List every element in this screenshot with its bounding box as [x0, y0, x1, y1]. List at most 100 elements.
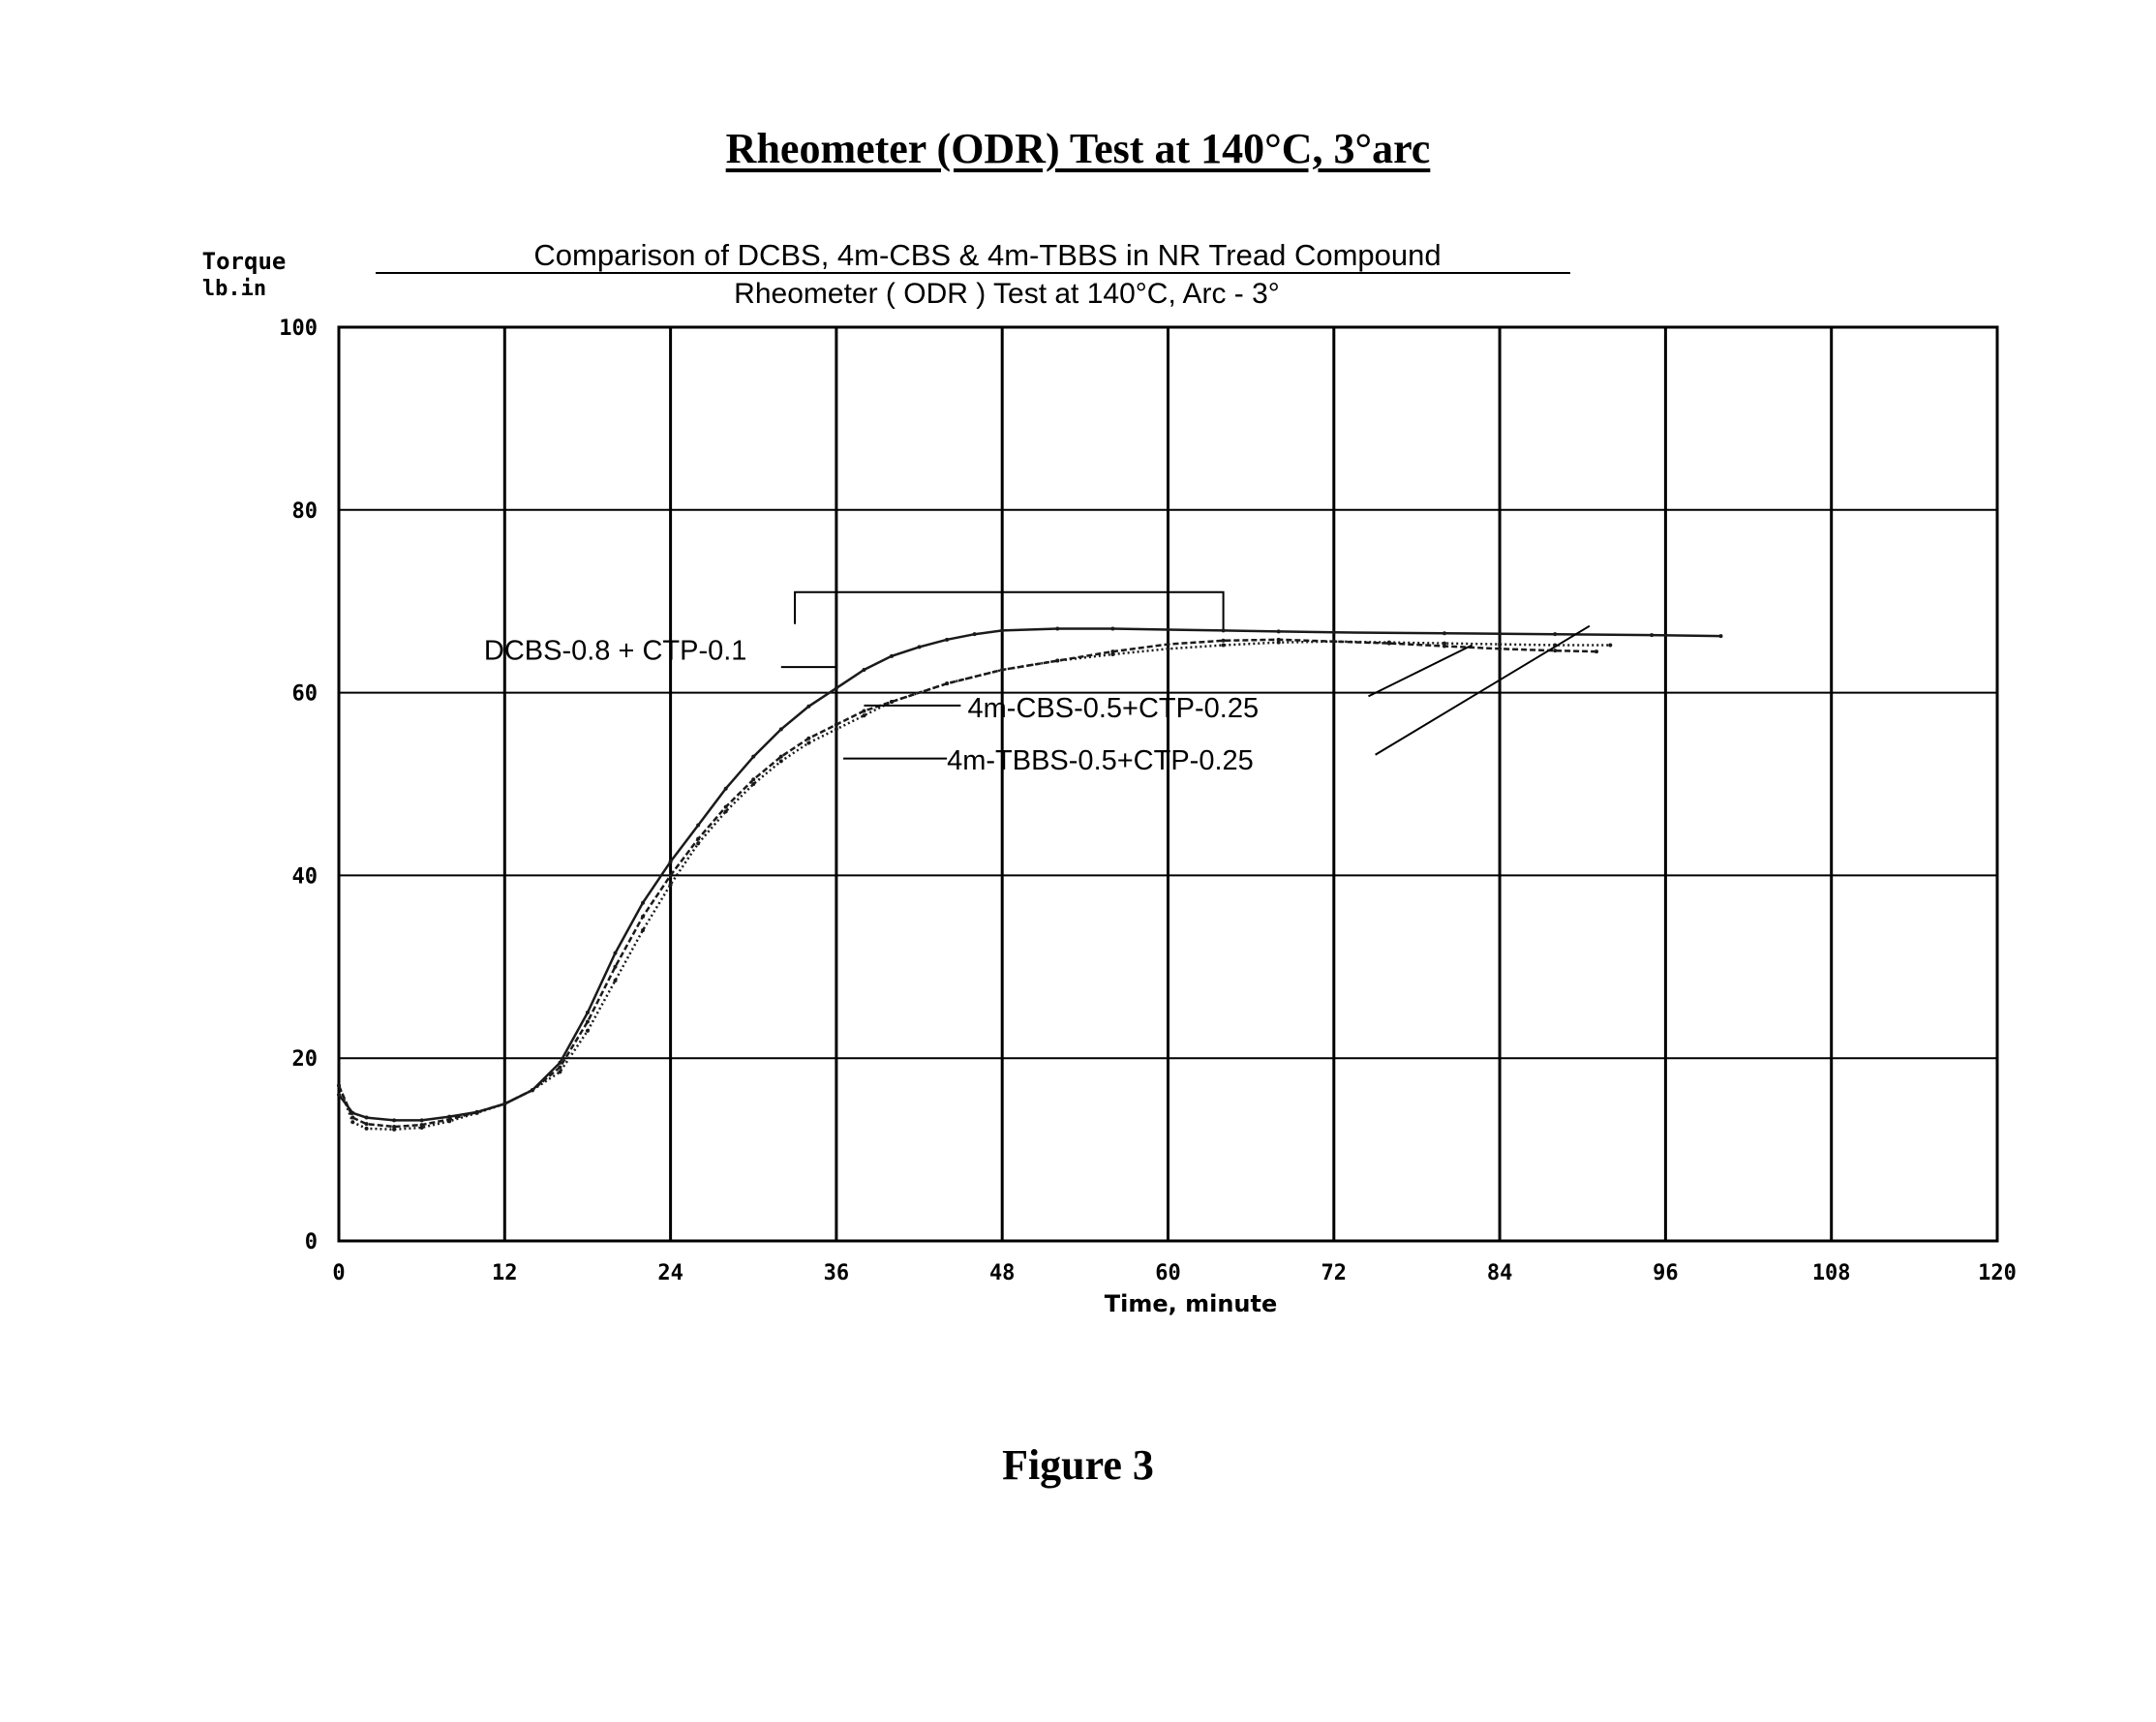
grid — [339, 327, 1997, 1241]
data-point — [835, 686, 838, 690]
y-axis-label-line2: lb.in — [202, 277, 266, 301]
data-point — [365, 1116, 369, 1120]
y-tick-label: 40 — [292, 864, 319, 889]
data-point — [835, 727, 838, 731]
y-tick-label: 80 — [292, 499, 319, 524]
data-point — [1498, 643, 1502, 647]
figure-caption: Figure 3 — [0, 1440, 2156, 1490]
data-point — [641, 915, 645, 919]
data-point — [1222, 639, 1226, 643]
data-point — [1277, 641, 1281, 645]
data-point — [862, 668, 865, 672]
tick-labels: 01224364860728496108120020406080100 — [279, 317, 2017, 1285]
data-point — [641, 901, 645, 905]
data-point — [350, 1120, 354, 1124]
data-point — [724, 805, 728, 809]
x-tick-label: 24 — [657, 1261, 683, 1285]
annotation-label: 4m-TBBS-0.5+CTP-0.25 — [947, 745, 1254, 776]
x-tick-label: 12 — [492, 1261, 518, 1285]
y-tick-label: 100 — [279, 317, 318, 341]
data-point — [779, 759, 783, 763]
data-point — [558, 1066, 562, 1070]
data-point — [1167, 627, 1170, 631]
x-tick-label: 72 — [1321, 1261, 1348, 1285]
annotation-label: DCBS-0.8 + CTP-0.1 — [484, 636, 747, 667]
data-point — [779, 755, 783, 759]
data-point — [586, 1011, 590, 1014]
data-point — [973, 632, 977, 636]
y-tick-label: 0 — [305, 1230, 318, 1254]
x-axis-label: Time, minute — [1105, 1290, 1278, 1317]
data-point — [669, 873, 673, 877]
data-point — [1277, 629, 1281, 633]
data-point — [337, 1084, 341, 1088]
data-point — [1110, 627, 1114, 631]
x-tick-label: 48 — [989, 1261, 1016, 1285]
data-point — [806, 741, 810, 745]
data-point — [751, 777, 755, 781]
data-point — [918, 645, 922, 649]
data-point — [614, 952, 618, 955]
data-point — [779, 727, 783, 731]
data-point — [1332, 640, 1336, 644]
x-tick-label: 120 — [1978, 1261, 2017, 1285]
data-point — [614, 965, 618, 969]
data-point — [862, 709, 865, 712]
data-point — [751, 755, 755, 759]
data-point — [724, 787, 728, 791]
data-point — [1222, 628, 1226, 632]
x-tick-label: 0 — [332, 1261, 345, 1285]
data-point — [724, 809, 728, 813]
data-point — [945, 638, 949, 642]
x-tick-label: 108 — [1812, 1261, 1851, 1285]
data-point — [669, 860, 673, 863]
y-axis-label-line1: Torque — [202, 248, 287, 275]
data-point — [1498, 647, 1502, 650]
data-point — [420, 1118, 424, 1122]
annotation-bracket — [795, 592, 1224, 629]
x-tick-label: 84 — [1487, 1261, 1513, 1285]
data-point — [475, 1111, 479, 1115]
data-point — [447, 1119, 451, 1123]
annotation-leader — [1368, 646, 1472, 697]
data-point — [392, 1118, 396, 1122]
data-point — [614, 979, 618, 982]
chart-subtitle: Rheometer ( ODR ) Test at 140°C, Arc - 3… — [734, 278, 1280, 310]
data-point — [890, 700, 894, 704]
annotation-leader — [1376, 626, 1590, 755]
data-point — [696, 823, 700, 827]
data-point — [365, 1127, 369, 1131]
data-point — [365, 1122, 369, 1126]
y-tick-label: 60 — [292, 682, 319, 707]
data-point — [1608, 644, 1612, 648]
data-point — [1650, 633, 1654, 637]
data-point — [1167, 647, 1170, 650]
data-point — [392, 1128, 396, 1132]
data-point — [420, 1126, 424, 1130]
data-point — [641, 928, 645, 932]
data-point — [1332, 630, 1336, 634]
annotation-label: 4m-CBS-0.5+CTP-0.25 — [968, 693, 1260, 724]
data-point — [1000, 628, 1004, 632]
data-point — [1055, 627, 1059, 631]
data-point — [1553, 632, 1557, 636]
data-point — [890, 654, 894, 658]
data-point — [1594, 650, 1598, 653]
data-point — [1719, 634, 1723, 638]
data-point — [337, 1093, 341, 1097]
data-point — [531, 1088, 534, 1092]
data-point — [751, 782, 755, 786]
data-point — [806, 705, 810, 709]
data-point — [1222, 644, 1226, 648]
y-tick-label: 20 — [292, 1047, 319, 1072]
data-point — [669, 883, 673, 887]
data-point — [862, 713, 865, 717]
data-point — [1167, 643, 1170, 647]
data-point — [945, 681, 949, 685]
data-point — [1000, 668, 1004, 672]
data-point — [586, 1029, 590, 1033]
data-point — [696, 841, 700, 845]
data-point — [1387, 641, 1391, 645]
data-point — [696, 837, 700, 841]
chart-title: Comparison of DCBS, 4m-CBS & 4m-TBBS in … — [533, 238, 1441, 272]
